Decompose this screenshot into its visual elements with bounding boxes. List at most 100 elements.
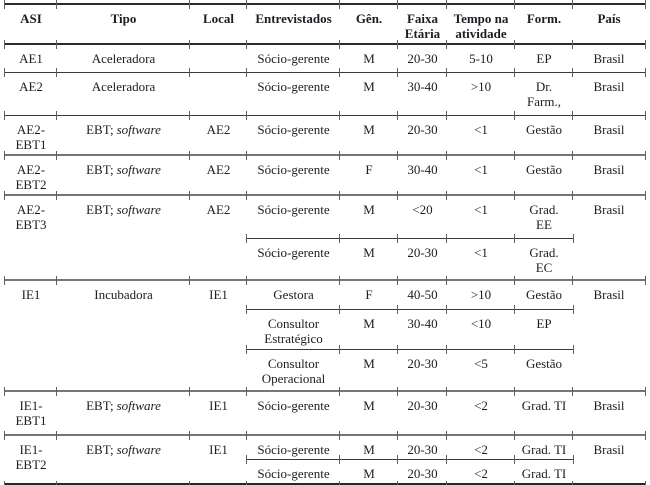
cell-formacao: Dr. Farm., [514, 68, 573, 115]
cell-faixa-etaria: 40-50 [397, 277, 447, 309]
cell-formacao: Grad. TI [514, 388, 573, 435]
cell-faixa-etaria: 20-30 [397, 388, 447, 435]
cell-local [189, 41, 247, 72]
cell-tipo: EBT; software [56, 192, 190, 280]
cell-tempo-atividade: <1 [446, 111, 515, 155]
table-row: AE1 Aceleradora Sócio-gerente M 20-30 5-… [4, 41, 646, 72]
tipo-text: Aceleradora [91, 51, 156, 66]
tipo-text: EBT; [86, 202, 114, 217]
cell-tempo-atividade: <1 [446, 234, 515, 280]
tipo-text: EBT; [86, 121, 114, 137]
cell-local: IE1 [189, 432, 247, 485]
cell-tempo-atividade: 5-10 [446, 41, 515, 72]
cell-faixa-etaria: 30-40 [397, 68, 447, 115]
cell-tempo-atividade: <1 [446, 152, 515, 195]
cell-pais: Brasil [572, 152, 646, 195]
cell-genero: M [339, 432, 398, 460]
cell-formacao: Gestão [514, 152, 573, 195]
cell-tipo: EBT; software [56, 388, 190, 435]
tipo-text: EBT; [86, 398, 114, 413]
table-row: IE1- EBT1 EBT; software IE1 Sócio-gerente… [4, 388, 646, 435]
cell-genero: M [339, 192, 398, 238]
table-subrow: Sócio-gerente M 20-30 <1 Grad. EC [5, 234, 645, 280]
cell-genero: F [339, 277, 398, 309]
cell-entrevistado: Sócio-gerente [246, 152, 340, 195]
cell-entrevistado: Sócio-gerente [246, 111, 340, 155]
header-row: ASI Tipo Local Entrevistados Gên. Faixa … [4, 1, 646, 44]
cell-tempo-atividade: <5 [446, 345, 515, 391]
cell-asi: AE2- EBT1 [4, 111, 57, 155]
table-subrow: Consultor Estratégico M 30-40 <10 EP [5, 305, 645, 349]
cell-faixa-etaria: 30-40 [397, 305, 447, 349]
cell-entrevistado: Sócio-gerente [246, 388, 340, 435]
cell-entrevistado: Consultor Estratégico [246, 305, 340, 349]
cell-genero: M [339, 455, 398, 485]
cell-faixa-etaria: 20-30 [397, 41, 447, 72]
cell-tipo: EBT; software [56, 111, 190, 155]
cell-tempo-atividade: <2 [446, 388, 515, 435]
table-row: AE2- EBT3 EBT; software AE2 Sócio-gerente… [4, 192, 646, 280]
cell-entrevistado: Gestora [246, 277, 340, 309]
cell-formacao: EP [514, 41, 573, 72]
cell-genero: M [339, 388, 398, 435]
cell-asi: AE2- EBT3 [4, 192, 57, 280]
cell-pais: Brasil [572, 111, 646, 155]
cell-genero: M [339, 345, 398, 391]
cell-entrevistado: Sócio-gerente [246, 192, 340, 238]
col-header-pais: País [572, 1, 646, 44]
cell-genero: M [339, 234, 398, 280]
cell-genero: M [339, 305, 398, 349]
table-subrow: Consultor Operacional M 20-30 <5 Gestão [5, 345, 645, 391]
tipo-italic-text: software [116, 442, 161, 457]
table-row: IE1 Incubadora IE1 Gestora F 40-50 >10 G… [4, 277, 646, 391]
col-header-genero: Gên. [339, 1, 398, 44]
cell-tempo-atividade: <1 [446, 192, 515, 238]
cell-formacao: Grad. TI [514, 455, 574, 485]
cell-asi: AE2 [4, 68, 57, 115]
cell-local: IE1 [189, 388, 247, 435]
cell-local: IE1 [189, 277, 247, 391]
col-header-local: Local [189, 1, 247, 44]
col-header-asi: ASI [4, 1, 57, 44]
cell-formacao: Gestão [514, 111, 573, 155]
cell-asi: IE1- EBT1 [4, 388, 57, 435]
cell-formacao: Gestão [514, 345, 574, 391]
cell-entrevistado: Sócio-gerente [246, 234, 340, 280]
cell-pais: Brasil [572, 432, 646, 485]
col-header-faixa-etaria: Faixa Etária [397, 1, 447, 44]
cell-formacao: EP [514, 305, 574, 349]
tipo-italic-text: software [116, 202, 161, 217]
cell-faixa-etaria: 20-30 [397, 111, 447, 155]
cell-genero: F [339, 152, 398, 195]
cell-formacao: Gestão [514, 277, 573, 309]
cell-local: AE2 [189, 111, 247, 155]
cell-pais: Brasil [572, 68, 646, 115]
cell-formacao: Grad. EC [514, 234, 574, 280]
tipo-italic-text: software [116, 162, 161, 177]
cell-asi: AE1 [4, 41, 57, 72]
cell-faixa-etaria: 30-40 [397, 152, 447, 195]
cell-faixa-etaria: 20-30 [397, 432, 447, 460]
cell-tipo: EBT; software [56, 152, 190, 195]
cell-entrevistado: Sócio-gerente [246, 455, 340, 485]
col-header-tempo-atividade: Tempo na atividade [446, 1, 515, 44]
cell-asi: AE2- EBT2 [4, 152, 57, 195]
cell-tempo-atividade: <2 [446, 432, 515, 460]
interviewees-table: ASI Tipo Local Entrevistados Gên. Faixa … [4, 1, 646, 485]
table-row: AE2 Aceleradora Sócio-gerente M 30-40 >1… [4, 68, 646, 115]
tipo-text: EBT; [86, 442, 114, 457]
cell-tipo: Aceleradora [56, 41, 190, 72]
cell-faixa-etaria: 20-30 [397, 234, 447, 280]
table-row: IE1- EBT2 EBT; software IE1 Sócio-gerente… [4, 432, 646, 485]
cell-faixa-etaria: 20-30 [397, 455, 447, 485]
table-row: AE2- EBT2 EBT; software AE2 Sócio-gerente… [4, 152, 646, 195]
tipo-italic-text: software [116, 398, 161, 413]
cell-pais: Brasil [572, 388, 646, 435]
tipo-italic-text: software [116, 121, 161, 137]
cell-tipo: Aceleradora [56, 68, 190, 115]
cell-genero: M [339, 68, 398, 115]
col-header-formacao: Form. [514, 1, 573, 44]
cell-formacao: Grad. TI [514, 432, 573, 460]
cell-tempo-atividade: >10 [446, 277, 515, 309]
